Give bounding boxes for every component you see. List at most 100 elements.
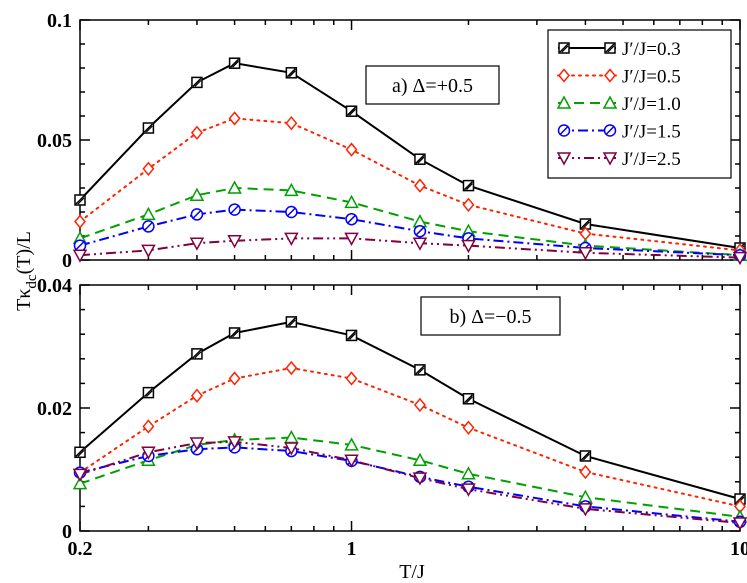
data-point [72,249,88,263]
series-line [79,237,741,259]
data-point [461,239,476,254]
data-point [191,348,203,360]
legend-marker [556,95,572,109]
data-point [284,232,299,246]
data-point [284,442,299,456]
legend-marker [604,68,616,83]
data-point [414,153,426,165]
legend-marker [557,124,571,137]
data-point [228,371,241,386]
legend-marker [602,152,618,166]
data-point [284,182,299,197]
legend-marker [603,124,617,137]
data-point [141,206,156,221]
data-point [190,208,204,221]
series-2.5 [72,436,747,531]
series-line [79,186,741,257]
data-point [578,247,593,261]
data-point [413,224,427,238]
y-tick-label: 0.04 [37,275,72,297]
x-axis-title: T/J [399,561,425,583]
data-point [461,466,476,480]
data-point [228,57,241,69]
data-point [344,454,359,468]
data-point [74,194,86,206]
legend-label: J′/J=1.0 [622,94,681,115]
data-point [142,122,155,134]
data-point [142,386,155,399]
y-tick-label: 0.05 [37,130,72,152]
data-point [462,393,475,405]
data-point [227,235,242,249]
data-point [344,232,359,246]
data-point [141,244,156,258]
data-point [191,76,203,89]
data-point [412,472,428,486]
annotation-text: b) Δ=−0.5 [449,306,531,328]
data-point [412,452,428,467]
data-point [74,214,86,229]
data-point [72,468,88,482]
data-point [414,364,426,376]
data-point [345,142,358,157]
panel-annotation: b) Δ=−0.5 [420,296,561,336]
legend-entry: J′/J=2.5 [556,149,681,170]
data-point [413,178,426,193]
annotation-text: a) Δ=+0.5 [392,75,473,97]
series-0.5 [74,360,746,514]
data-point [228,111,241,126]
data-point [142,220,155,233]
data-point [344,437,359,451]
legend-marker [558,68,570,83]
data-point [462,420,475,435]
legend: J′/J=0.3 J′/J=0.5 J′/J=1.0 J′/J=1.5 J′/J=2.5 [547,29,732,179]
series-line [79,440,741,524]
y-tick-label: 0.02 [37,398,72,420]
y-tick-label: 0 [62,250,72,272]
legend-label: J′/J=1.5 [622,122,681,143]
series-line [79,367,741,508]
data-point [344,194,359,209]
data-point [345,212,358,226]
data-point [74,446,86,459]
y-tick-label: 0.1 [47,10,72,32]
data-point [72,476,88,490]
data-point [412,237,428,251]
data-point [189,187,205,201]
y-axis-title: Tκdc(T)/L [13,231,40,311]
data-point [189,237,205,251]
x-tick-label: 1 [347,538,357,560]
legend-marker [558,42,570,54]
series-1.0 [72,180,747,261]
data-point [732,517,747,531]
data-point [345,105,358,117]
x-tick-label: 10 [730,538,747,560]
data-point [142,419,155,434]
data-point [73,239,87,252]
panel-annotation: a) Δ=+0.5 [365,65,500,105]
data-point [345,371,358,386]
series-1.0 [72,429,747,523]
data-point [141,446,156,460]
series-line [79,446,741,523]
series-line [79,436,741,518]
data-point [189,437,205,451]
legend-label: J′/J=0.5 [622,67,681,88]
series-line [79,208,741,257]
data-point [227,180,242,194]
panel-b: 0 0.02 0.04 0.2 1 10 b) Δ=−0.5 [37,275,747,560]
data-point [190,388,203,403]
data-point [228,327,241,339]
data-point [285,67,298,79]
data-point [285,360,298,376]
data-point [462,197,475,212]
data-point [190,125,203,140]
plot-frame [79,284,741,532]
data-point [227,436,242,450]
series-line [79,117,741,252]
data-point [345,329,358,342]
x-tick-label: 0.2 [68,538,93,560]
legend-marker [602,95,618,109]
y-tick-label: 0 [62,521,72,543]
